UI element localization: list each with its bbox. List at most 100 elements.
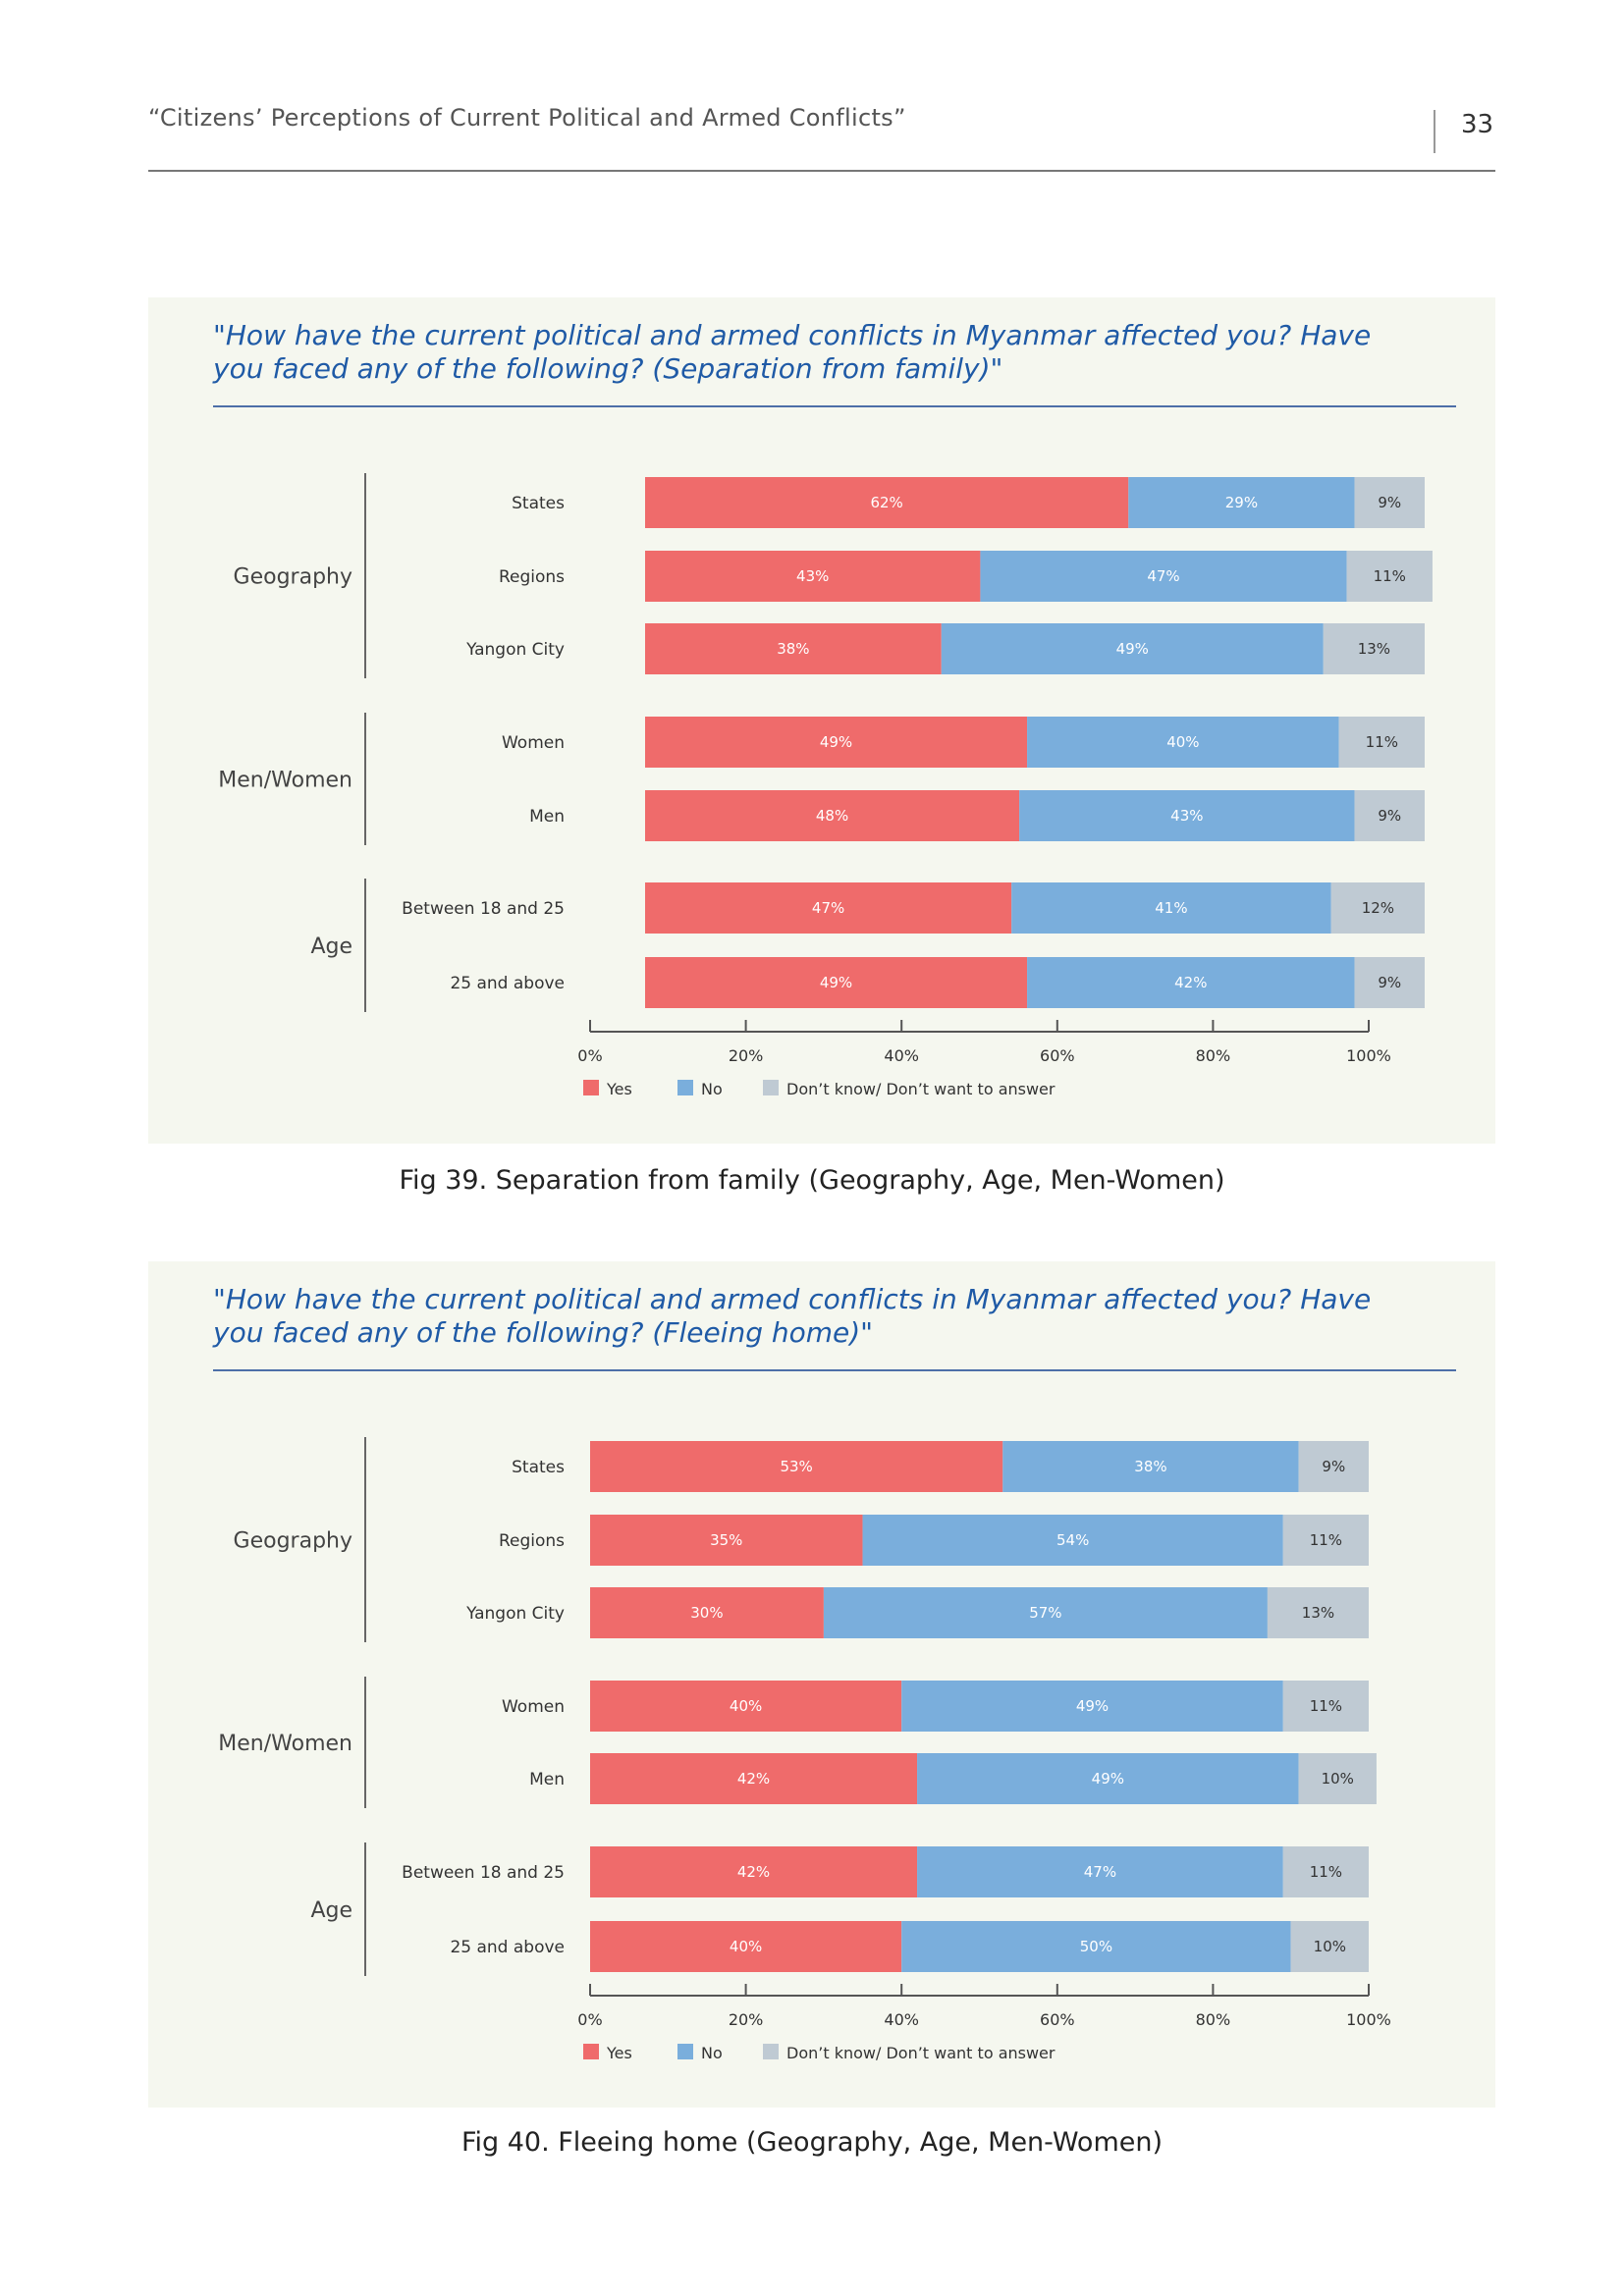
- bar-dk: [1330, 882, 1425, 934]
- category-label: Yangon City: [465, 640, 565, 660]
- bar-no: [917, 1753, 1299, 1804]
- data-label: 9%: [1378, 807, 1401, 825]
- bar-dk: [1323, 623, 1425, 674]
- data-label: 11%: [1310, 1863, 1342, 1881]
- bar-no: [1011, 882, 1331, 934]
- legend-label-dk: Don’t know/ Don’t want to answer: [786, 1080, 1056, 1098]
- x-tick-label: 80%: [1196, 1046, 1231, 1065]
- x-tick-label: 100%: [1346, 2010, 1391, 2029]
- bar-yes: [590, 1681, 902, 1732]
- figure-39-caption: Fig 39. Separation from family (Geograph…: [399, 1165, 1225, 1196]
- bar-dk: [1354, 790, 1425, 841]
- bar-no: [1027, 717, 1339, 768]
- data-label: 9%: [1322, 1458, 1345, 1475]
- data-label: 40%: [730, 1697, 762, 1715]
- data-label: 30%: [690, 1604, 723, 1622]
- data-label: 11%: [1374, 567, 1406, 585]
- bar-no: [901, 1681, 1283, 1732]
- data-label: 47%: [1147, 567, 1179, 585]
- bar-dk: [1354, 957, 1425, 1008]
- category-label: 25 and above: [450, 1938, 565, 1957]
- data-label: 11%: [1366, 733, 1398, 751]
- bar-yes: [645, 717, 1028, 768]
- legend-label-no: No: [701, 2044, 723, 2062]
- bar-no: [1128, 477, 1355, 528]
- x-tick-label: 0%: [577, 2010, 602, 2029]
- group-label: Men/Women: [218, 769, 352, 793]
- category-label: 25 and above: [450, 974, 565, 993]
- header-rule: [148, 170, 1495, 172]
- data-label: 43%: [1170, 807, 1203, 825]
- data-label: 41%: [1155, 899, 1187, 917]
- bar-no: [980, 551, 1347, 602]
- figure-39-panel: "How have the current political and arme…: [148, 297, 1495, 1144]
- data-label: 11%: [1310, 1531, 1342, 1549]
- data-label: 29%: [1225, 494, 1258, 511]
- x-tick-label: 20%: [729, 2010, 764, 2029]
- bar-yes: [590, 1441, 1003, 1492]
- data-label: 43%: [796, 567, 829, 585]
- bar-no: [917, 1846, 1283, 1897]
- bar-dk: [1282, 1515, 1369, 1566]
- data-label: 42%: [737, 1770, 770, 1788]
- data-label: 9%: [1378, 494, 1401, 511]
- bar-dk: [1290, 1921, 1369, 1972]
- group-label: Geography: [234, 1529, 352, 1554]
- data-label: 38%: [777, 640, 809, 658]
- bar-dk: [1267, 1587, 1369, 1638]
- x-tick-label: 80%: [1196, 2010, 1231, 2029]
- data-label: 50%: [1080, 1938, 1112, 1955]
- data-label: 10%: [1322, 1770, 1354, 1788]
- figure-39-chart: States 62% 29% 9% Regions 43% 47% 11% Yangon Cit…: [218, 473, 1433, 1098]
- page-number: 33: [1461, 110, 1494, 139]
- running-title: “Citizens’ Perceptions of Current Politi…: [148, 104, 906, 132]
- x-tick-label: 60%: [1040, 2010, 1075, 2029]
- data-label: 35%: [710, 1531, 742, 1549]
- bar-dk: [1282, 1846, 1369, 1897]
- data-label: 49%: [1116, 640, 1149, 658]
- group-label: Age: [310, 934, 352, 959]
- legend-swatch-yes: [583, 2044, 599, 2059]
- category-label: States: [512, 1458, 565, 1477]
- bar-dk: [1298, 1753, 1377, 1804]
- bar-yes: [645, 790, 1020, 841]
- bar-dk: [1282, 1681, 1369, 1732]
- data-label: 49%: [820, 974, 852, 991]
- bar-no: [1002, 1441, 1299, 1492]
- category-label: Between 18 and 25: [402, 899, 565, 919]
- data-label: 38%: [1134, 1458, 1166, 1475]
- figure-39-question: "How have the current political and arme…: [213, 319, 1372, 385]
- category-label: Regions: [499, 1531, 565, 1551]
- category-label: Between 18 and 25: [402, 1863, 565, 1883]
- category-label: Men: [529, 807, 565, 827]
- data-label: 12%: [1362, 899, 1394, 917]
- data-label: 11%: [1310, 1697, 1342, 1715]
- group-label: Age: [310, 1898, 352, 1923]
- bar-yes: [590, 1846, 918, 1897]
- x-tick-label: 40%: [884, 2010, 919, 2029]
- bar-yes: [645, 477, 1129, 528]
- legend-label-yes: Yes: [606, 2044, 632, 2062]
- category-label: Women: [502, 1697, 565, 1717]
- question-rule: [213, 405, 1456, 407]
- data-label: 53%: [780, 1458, 812, 1475]
- category-label: States: [512, 494, 565, 513]
- figure-40-chart: States 53% 38% 9% Regions 35% 54% 11% Yangon Cit…: [218, 1437, 1391, 2062]
- legend-swatch-no: [677, 1080, 693, 1095]
- header-divider: [1434, 110, 1435, 153]
- data-label: 42%: [737, 1863, 770, 1881]
- bar-yes: [645, 882, 1012, 934]
- bar-yes: [590, 1587, 824, 1638]
- data-label: 49%: [1076, 1697, 1109, 1715]
- legend-swatch-yes: [583, 1080, 599, 1095]
- legend-label-no: No: [701, 1080, 723, 1098]
- bar-dk: [1354, 477, 1425, 528]
- data-label: 54%: [1056, 1531, 1089, 1549]
- bar-yes: [645, 623, 942, 674]
- x-tick-label: 40%: [884, 1046, 919, 1065]
- figure-40-panel: "How have the current political and arme…: [148, 1261, 1495, 2108]
- group-label: Geography: [234, 565, 352, 590]
- x-tick-label: 20%: [729, 1046, 764, 1065]
- figure-40-question: "How have the current political and arme…: [213, 1283, 1372, 1349]
- bar-yes: [590, 1515, 863, 1566]
